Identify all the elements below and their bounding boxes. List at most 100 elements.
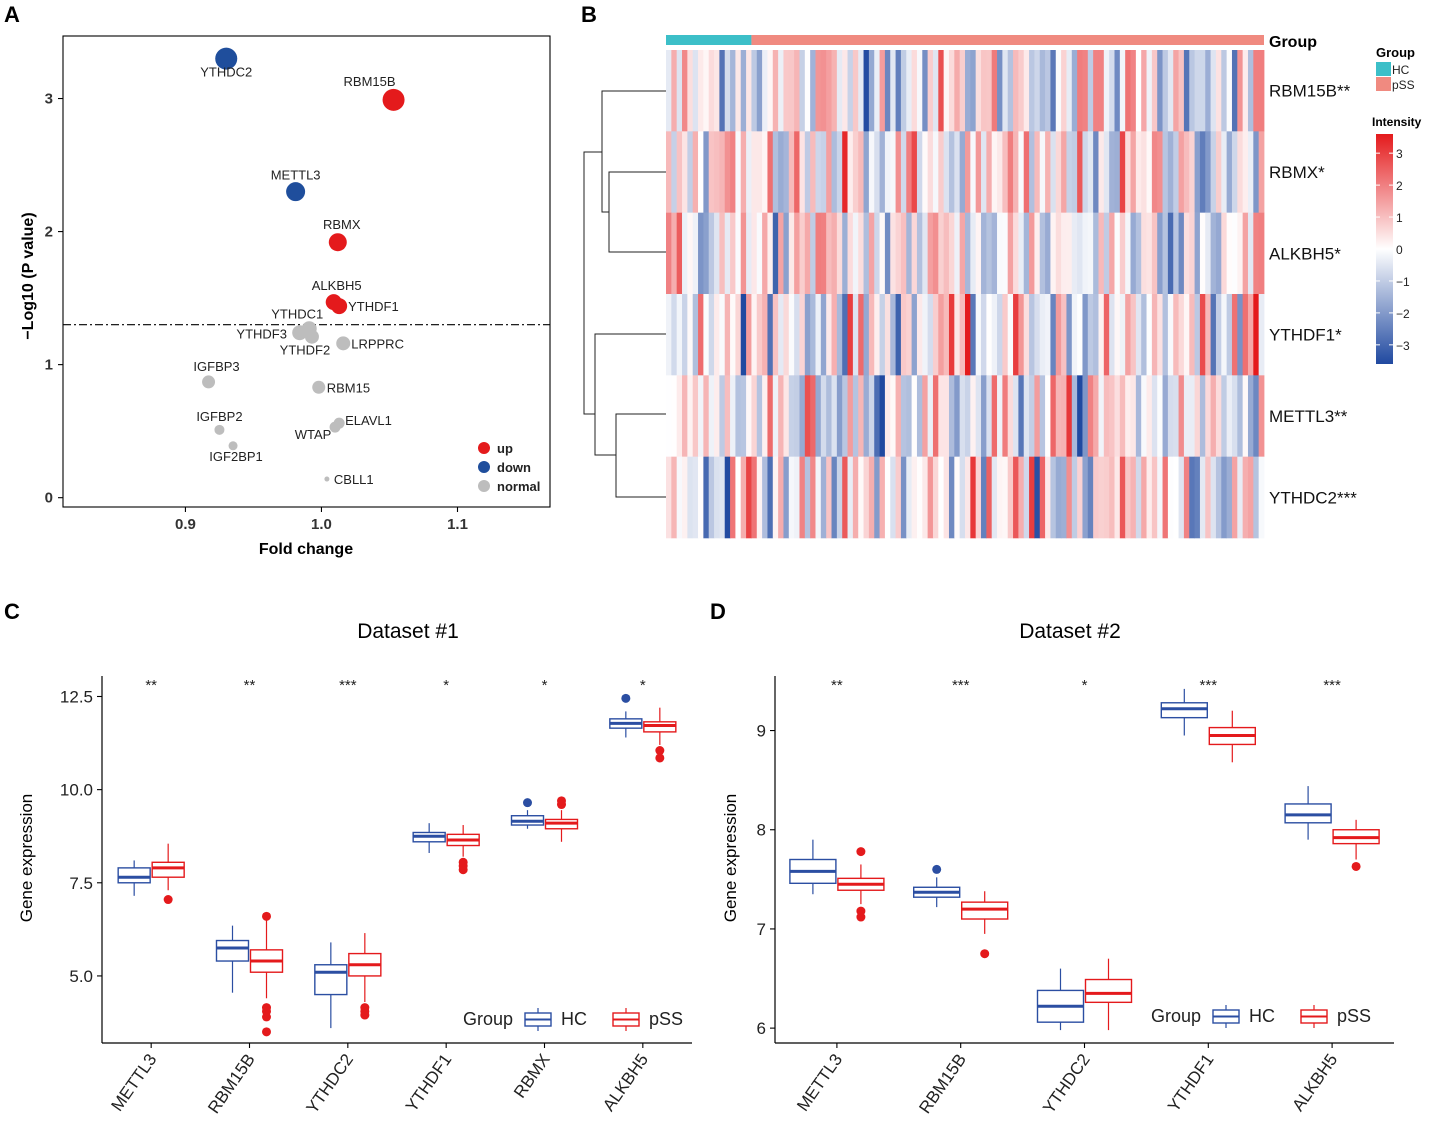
heatmap-cell xyxy=(1247,456,1254,539)
heatmap-cell xyxy=(1082,294,1089,376)
heatmap-cell xyxy=(1253,212,1260,295)
heatmap-cell xyxy=(783,131,790,213)
heatmap-cell xyxy=(1162,131,1169,213)
heatmap-cell xyxy=(762,212,768,295)
heatmap-cell xyxy=(666,456,672,539)
heatmap-cell xyxy=(751,50,758,132)
box-outlier xyxy=(980,949,990,959)
heatmap-cell xyxy=(820,131,827,213)
heatmap-cell xyxy=(1151,131,1158,213)
boxplot-1-title: Dataset #1 xyxy=(357,620,459,643)
gene-label: YTHDC2 xyxy=(200,65,252,80)
dendrogram-branch xyxy=(608,171,666,253)
heatmap-cell xyxy=(863,375,870,457)
heatmap-cell xyxy=(783,375,790,457)
heatmap-cell xyxy=(847,50,854,132)
heatmap-cell xyxy=(842,375,848,457)
heatmap-cell xyxy=(730,456,736,539)
heatmap-cell xyxy=(1002,131,1009,213)
heatmap-cell xyxy=(1002,375,1009,457)
heatmap-cell xyxy=(1018,50,1025,132)
gene-point xyxy=(286,182,306,202)
heatmap-cell xyxy=(1066,375,1073,457)
gene-point xyxy=(215,47,238,70)
heatmap-cell xyxy=(1103,294,1110,376)
heatmap-cell xyxy=(1007,212,1014,295)
heatmap-row-label: ALKBH5* xyxy=(1269,244,1341,263)
x-tick-label: RBMX xyxy=(510,1050,554,1101)
heatmap-cell xyxy=(1103,375,1110,457)
heatmap-cell xyxy=(815,50,822,132)
heatmap-cell xyxy=(1039,50,1046,132)
heatmap-cell xyxy=(975,212,982,295)
heatmap-cell xyxy=(1258,456,1265,539)
heatmap-cell xyxy=(778,50,784,132)
heatmap-cell xyxy=(719,294,726,376)
significance-label: *** xyxy=(1323,677,1341,694)
heatmap-cell xyxy=(778,212,784,295)
heatmap-cell xyxy=(740,456,747,539)
heatmap-cell xyxy=(1162,50,1169,132)
heatmap-cell xyxy=(1258,131,1265,213)
heatmap-cell xyxy=(847,212,854,295)
dendrogram-branch xyxy=(594,333,666,456)
gene-label: YTHDC1 xyxy=(271,307,323,322)
heatmap-cell xyxy=(895,50,902,132)
heatmap-cell xyxy=(1221,375,1228,457)
heatmap-cell xyxy=(1226,50,1233,132)
heatmap-cell xyxy=(740,131,747,213)
heatmap-cell xyxy=(1221,212,1228,295)
heatmap-cell xyxy=(1023,375,1030,457)
heatmap-cell xyxy=(1098,456,1105,539)
y-tick-label: 1 xyxy=(45,357,53,374)
heatmap-cell xyxy=(1183,131,1190,213)
heatmap-cell xyxy=(1109,212,1115,295)
heatmap-cell xyxy=(708,456,715,539)
heatmap-cell xyxy=(1242,131,1249,213)
heatmap-cell xyxy=(1242,294,1249,376)
heatmap-cell xyxy=(1061,50,1067,132)
heatmap-cell xyxy=(1226,212,1233,295)
heatmap-row-label: YTHDC2*** xyxy=(1269,488,1357,507)
heatmap-cell xyxy=(916,294,923,376)
heatmap-cell xyxy=(1114,294,1121,376)
heatmap-cell xyxy=(847,375,854,457)
heatmap-cell xyxy=(1157,456,1163,539)
group-legend-swatch xyxy=(1376,62,1391,76)
box-outlier xyxy=(262,1003,271,1013)
heatmap-cell xyxy=(906,294,913,376)
heatmap-cell xyxy=(719,50,726,132)
heatmap-cell xyxy=(799,131,806,213)
legend-key-label: HC xyxy=(1249,1006,1275,1026)
heatmap-cell xyxy=(895,456,902,539)
heatmap-cell xyxy=(1023,212,1030,295)
boxplot-2-title: Dataset #2 xyxy=(1019,620,1121,643)
heatmap-cell xyxy=(1077,212,1083,295)
heatmap-cell xyxy=(836,131,843,213)
heatmap-cell xyxy=(767,212,774,295)
gene-label: IGFBP2 xyxy=(196,409,242,424)
heatmap-cell xyxy=(724,375,731,457)
heatmap-cell xyxy=(868,294,875,376)
box-outlier xyxy=(262,911,271,921)
group-annotation-bar xyxy=(666,35,1264,45)
heatmap-cell xyxy=(692,456,699,539)
heatmap-cell xyxy=(826,131,832,213)
heatmap-cell xyxy=(815,456,822,539)
heatmap-cell xyxy=(1205,50,1212,132)
heatmap-cell xyxy=(1226,294,1233,376)
heatmap-cell xyxy=(1077,456,1083,539)
heatmap-cell xyxy=(772,212,779,295)
heatmap-cell xyxy=(836,50,843,132)
x-tick-label: 1.0 xyxy=(311,516,332,533)
heatmap-cell xyxy=(1082,131,1089,213)
heatmap-cell xyxy=(1167,50,1174,132)
heatmap-cell xyxy=(852,212,859,295)
heatmap-cell xyxy=(1151,456,1158,539)
box-outlier xyxy=(262,1027,271,1037)
heatmap-cell xyxy=(692,294,699,376)
heatmap-cell xyxy=(794,131,800,213)
heatmap-cell xyxy=(1125,131,1131,213)
heatmap-cell xyxy=(858,50,864,132)
heatmap-cell xyxy=(970,50,977,132)
